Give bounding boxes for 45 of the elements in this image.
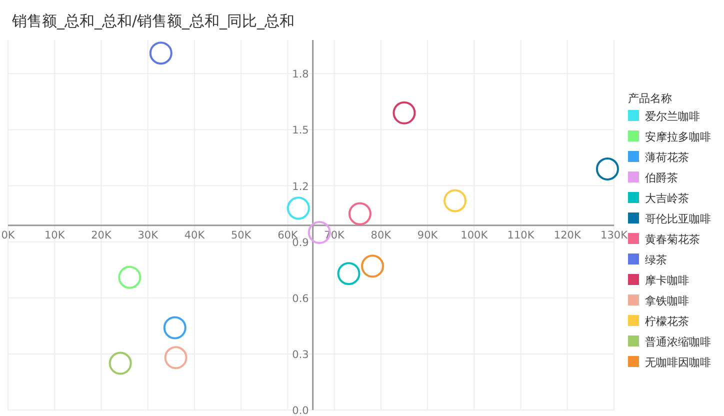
legend-label: 伯爵茶 <box>645 172 678 184</box>
y-tick-label: 1.2 <box>292 180 309 193</box>
point <box>108 352 132 375</box>
point <box>444 189 467 212</box>
legend-label: 哥伦比亚咖啡 <box>645 212 711 226</box>
point <box>392 101 416 124</box>
legend-label: 绿茶 <box>645 254 667 266</box>
x-tick-label: 20K <box>91 229 112 242</box>
y-tick-label: 0.0 <box>292 405 309 416</box>
legend-label: 无咖啡因咖啡 <box>645 356 711 369</box>
point <box>286 196 310 220</box>
legend-label: 普通浓缩咖啡 <box>645 336 711 348</box>
y-tick-label: 0.3 <box>292 348 309 361</box>
x-tick-label: 30K <box>138 229 160 242</box>
legend-label: 爱尔兰咖啡 <box>645 110 700 123</box>
legend-label: 大吉岭茶 <box>645 192 689 205</box>
legend-label: 黄春菊花茶 <box>645 233 700 246</box>
y-tick-label: 1.5 <box>292 124 309 137</box>
point <box>164 346 188 370</box>
x-tick-label: 50K <box>230 229 252 242</box>
chart-title: 销售额_总和_总和/销售额_总和_同比_总和 <box>11 12 295 30</box>
point <box>149 42 172 65</box>
point <box>596 157 619 180</box>
x-tick-label: 40K <box>184 229 206 242</box>
x-tick-label: 130K <box>600 229 629 242</box>
x-tick-label: 110K <box>507 229 536 242</box>
legend-label: 拿铁咖啡 <box>645 294 689 308</box>
x-tick-label: 10K <box>44 229 66 242</box>
point <box>118 266 142 289</box>
x-tick-label: 100K <box>460 229 489 242</box>
y-tick-label: 1.8 <box>292 68 309 81</box>
legend-label: 摩卡咖啡 <box>645 274 689 287</box>
point <box>163 316 186 340</box>
x-tick-label: 90K <box>417 229 439 242</box>
legend-label: 薄荷花茶 <box>645 151 689 164</box>
x-tick-label: 120K <box>554 229 582 242</box>
legend-label: 柠檬花茶 <box>645 315 689 328</box>
point <box>337 262 360 286</box>
point <box>361 254 384 278</box>
x-tick-label: 80K <box>370 229 392 242</box>
point <box>348 202 372 226</box>
x-tick-label: 0K <box>1 229 16 242</box>
legend-title: 产品名称 <box>628 92 672 105</box>
y-tick-label: 0.6 <box>292 292 310 305</box>
legend-label: 安摩拉多咖啡 <box>645 130 711 144</box>
